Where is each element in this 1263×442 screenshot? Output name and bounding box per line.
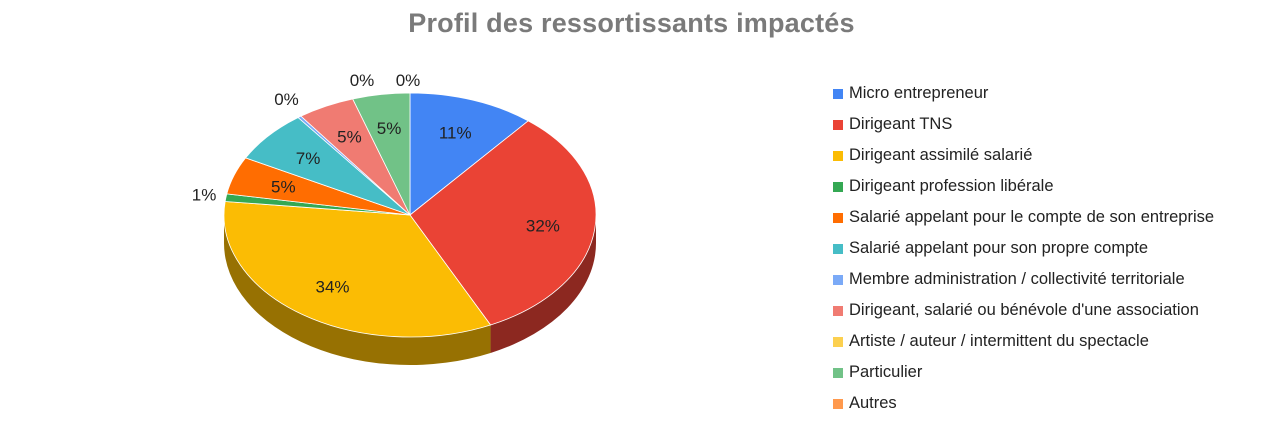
- legend-label: Dirigeant profession libérale: [849, 177, 1054, 195]
- data-label-7: 5%: [337, 128, 362, 147]
- legend-item: Membre administration / collectivité ter…: [833, 264, 1258, 295]
- legend-item: Dirigeant profession libérale: [833, 171, 1258, 202]
- legend-label: Salarié appelant pour le compte de son e…: [849, 208, 1215, 226]
- legend-swatch: [833, 212, 843, 223]
- data-label-4: 5%: [271, 178, 296, 197]
- pie-side-2: [224, 215, 491, 365]
- data-label-5: 7%: [296, 149, 321, 168]
- legend-label: Artiste / auteur / intermittent du spect…: [849, 332, 1149, 350]
- legend-label: Dirigeant assimilé salarié: [849, 146, 1033, 164]
- legend-item: Particulier: [833, 357, 1258, 388]
- legend-label: Particulier: [849, 363, 923, 381]
- legend-swatch: [833, 398, 843, 409]
- legend-swatch: [833, 150, 843, 161]
- data-label-2: 34%: [315, 278, 349, 297]
- data-label-9: 5%: [377, 119, 402, 138]
- legend-swatch: [833, 305, 843, 316]
- data-label-8: 0%: [350, 71, 375, 90]
- legend-swatch: [833, 181, 843, 192]
- legend-item: Salarié appelant pour son propre compte: [833, 233, 1258, 264]
- legend-item: Salarié appelant pour le compte de son e…: [833, 202, 1258, 233]
- legend-label: Salarié appelant pour son propre compte: [849, 239, 1149, 257]
- legend-label: Micro entrepreneur: [849, 84, 989, 102]
- legend-item: Dirigeant TNS: [833, 109, 1258, 140]
- legend-swatch: [833, 274, 843, 285]
- pie-slice-0: [409, 92, 529, 216]
- pie-slice-1: [409, 120, 597, 326]
- pie-slice-2: [223, 201, 492, 338]
- legend-item: Artiste / auteur / intermittent du spect…: [833, 326, 1258, 357]
- legend-swatch: [833, 119, 843, 130]
- legend-label: Autres: [849, 394, 897, 412]
- legend-item: Dirigeant, salarié ou bénévole d'une ass…: [833, 295, 1258, 326]
- legend-item: Dirigeant assimilé salarié: [833, 140, 1258, 171]
- chart-legend: Micro entrepreneur Dirigeant TNS Dirigeant…: [833, 78, 1258, 419]
- legend-swatch: [833, 367, 843, 378]
- data-label-10: 0%: [396, 71, 421, 90]
- data-label-1: 32%: [526, 217, 560, 236]
- chart-title: Profil des ressortissants impactés: [408, 8, 855, 38]
- data-label-3: 1%: [192, 186, 217, 205]
- legend-label: Dirigeant TNS: [849, 115, 953, 133]
- pie-chart: 11%32%34%1% 5%7%0%5%0%5%0%: [192, 71, 597, 365]
- legend-item: Micro entrepreneur: [833, 78, 1258, 109]
- legend-swatch: [833, 243, 843, 254]
- pie-slice-9: [352, 92, 411, 216]
- legend-swatch: [833, 88, 843, 99]
- pie-side-1: [490, 215, 596, 353]
- legend-label: Dirigeant, salarié ou bénévole d'une ass…: [849, 301, 1199, 319]
- data-label-6: 0%: [274, 90, 299, 109]
- legend-item: Autres: [833, 388, 1258, 419]
- data-label-0: 11%: [439, 123, 472, 142]
- legend-swatch: [833, 336, 843, 347]
- legend-label: Membre administration / collectivité ter…: [849, 270, 1185, 288]
